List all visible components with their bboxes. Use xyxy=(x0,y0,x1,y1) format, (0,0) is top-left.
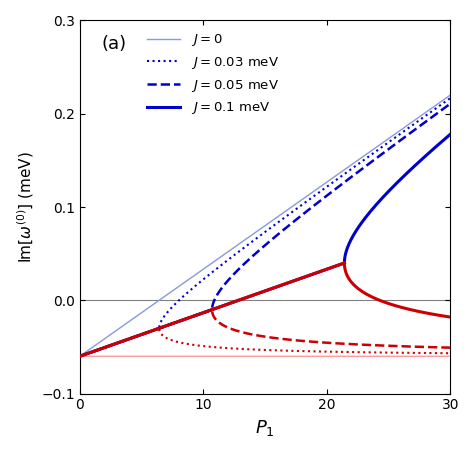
Legend: $J = 0$, $J = 0.03$ meV, $J = 0.05$ meV, $J = 0.1$ meV: $J = 0$, $J = 0.03$ meV, $J = 0.05$ meV,… xyxy=(142,27,284,121)
X-axis label: $P_1$: $P_1$ xyxy=(255,418,275,438)
Y-axis label: Im[$\omega^{(0)}$] (meV): Im[$\omega^{(0)}$] (meV) xyxy=(15,151,36,263)
Text: (a): (a) xyxy=(102,35,127,53)
